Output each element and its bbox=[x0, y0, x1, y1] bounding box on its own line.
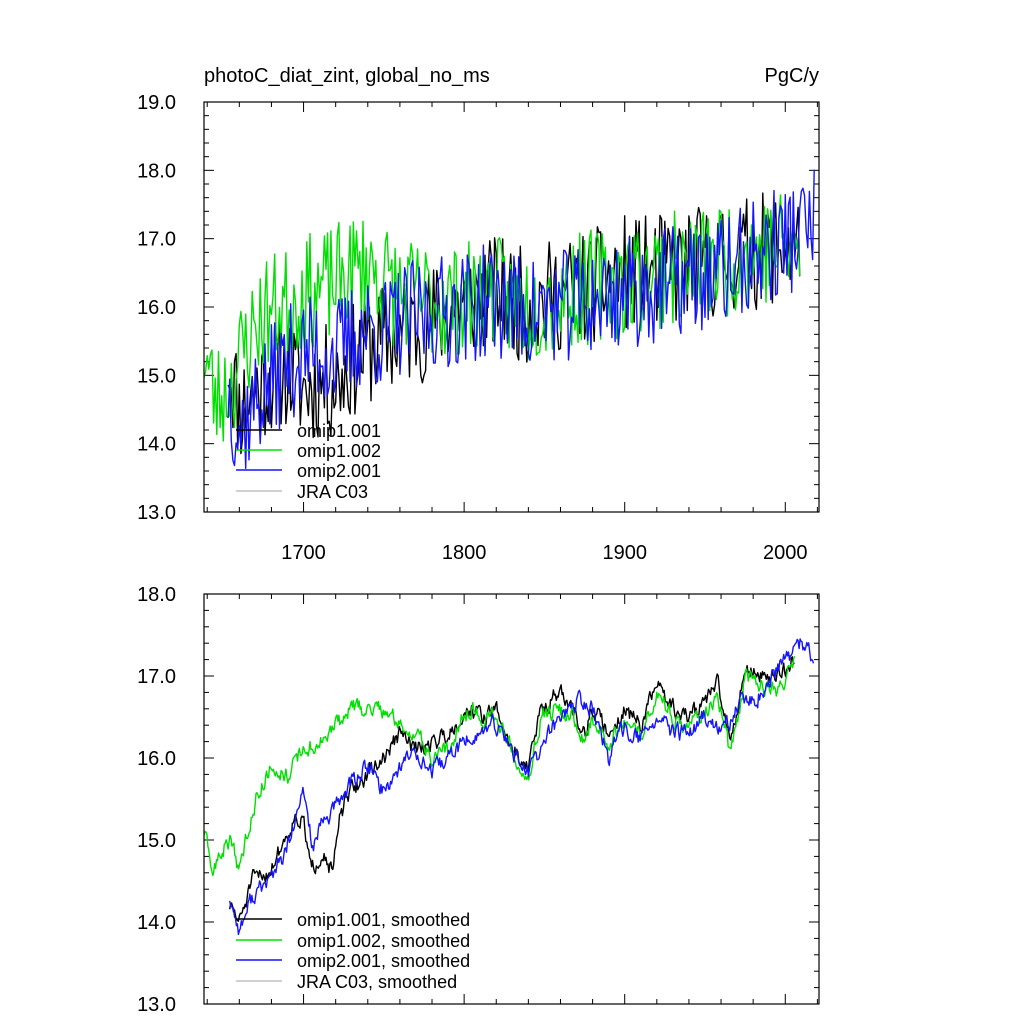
y-tick-label: 15.0 bbox=[137, 365, 176, 387]
legend-label-jra-c03: JRA C03 bbox=[297, 482, 368, 502]
top-plot-panel: 13.0 14.0 15.0 16.0 17.0 18.0 19.0 1700 1800 190… bbox=[137, 92, 820, 564]
y-tick-label: 14.0 bbox=[137, 434, 176, 456]
legend-label-omip2-001: omip2.001 bbox=[297, 461, 381, 481]
units-label: PgC/y bbox=[765, 65, 819, 87]
legend-label-omip1-001-smoothed: omip1.001, smoothed bbox=[297, 910, 470, 930]
legend-label-omip2-001-smoothed: omip2.001, smoothed bbox=[297, 951, 470, 971]
bottom-plot-frame bbox=[203, 593, 820, 1005]
x-tick-label: 1800 bbox=[442, 542, 487, 564]
top-x-tick-labels: 1700 1800 1900 2000 bbox=[281, 542, 807, 564]
x-tick-label: 1900 bbox=[602, 542, 647, 564]
series-line-omip2-001-smoothed bbox=[229, 638, 815, 936]
y-tick-label: 18.0 bbox=[137, 584, 176, 606]
bottom-y-tick-labels: 13.0 14.0 15.0 16.0 17.0 18.0 bbox=[137, 584, 176, 1016]
x-tick-label: 2000 bbox=[763, 542, 808, 564]
top-axis-ticks bbox=[204, 101, 819, 513]
y-tick-label: 13.0 bbox=[137, 502, 176, 524]
bottom-plot-panel: 13.0 14.0 15.0 16.0 17.0 18.0 omip1.001, smoo… bbox=[137, 584, 820, 1016]
top-series-lines bbox=[204, 169, 815, 470]
series-line-omip2-001 bbox=[227, 169, 815, 470]
y-tick-label: 15.0 bbox=[137, 830, 176, 852]
legend-label-omip1-002: omip1.002 bbox=[297, 441, 381, 461]
legend-label-omip1-002-smoothed: omip1.002, smoothed bbox=[297, 931, 470, 951]
top-legend: omip1.001 omip1.002 omip2.001 JRA C03 bbox=[236, 421, 381, 502]
chart-title: photoC_diat_zint, global_no_ms bbox=[204, 65, 490, 87]
top-plot-frame bbox=[203, 101, 820, 513]
y-tick-label: 14.0 bbox=[137, 912, 176, 934]
y-tick-label: 19.0 bbox=[137, 92, 176, 114]
legend-label-omip1-001: omip1.001 bbox=[297, 421, 381, 441]
top-y-tick-labels: 13.0 14.0 15.0 16.0 17.0 18.0 19.0 bbox=[137, 92, 176, 524]
y-tick-label: 17.0 bbox=[137, 229, 176, 251]
x-tick-label: 1700 bbox=[281, 542, 326, 564]
series-line-omip1-001-smoothed bbox=[229, 656, 795, 922]
y-tick-label: 16.0 bbox=[137, 748, 176, 770]
y-tick-label: 16.0 bbox=[137, 297, 176, 319]
legend-label-jra-c03-smoothed: JRA C03, smoothed bbox=[297, 972, 457, 992]
y-tick-label: 17.0 bbox=[137, 666, 176, 688]
bottom-axis-ticks bbox=[204, 593, 819, 1005]
bottom-series-lines bbox=[204, 638, 815, 936]
series-line-omip1-002-smoothed bbox=[204, 655, 796, 877]
bottom-legend: omip1.001, smoothed omip1.002, smoothed … bbox=[236, 910, 470, 992]
y-tick-label: 13.0 bbox=[137, 994, 176, 1016]
y-tick-label: 18.0 bbox=[137, 160, 176, 182]
